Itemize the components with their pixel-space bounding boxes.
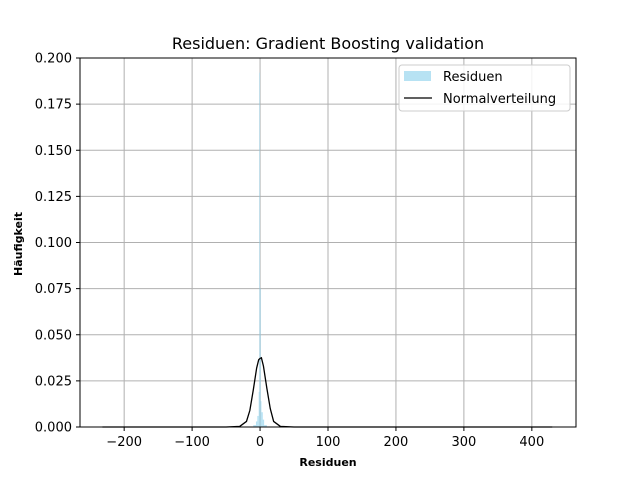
histogram-bar xyxy=(261,412,263,427)
y-tick-label: 0.175 xyxy=(35,98,72,113)
histogram-bar xyxy=(260,401,262,427)
x-tick-label: 100 xyxy=(316,435,341,450)
histogram-bar xyxy=(257,415,259,427)
histogram-bar xyxy=(253,425,256,427)
legend-box xyxy=(398,64,571,112)
y-tick-label: 0.075 xyxy=(35,282,72,297)
y-tick-label: 0.200 xyxy=(35,52,72,67)
x-tick-label: −200 xyxy=(106,435,142,450)
y-tick-label: 0.125 xyxy=(35,190,72,205)
x-tick-label: 200 xyxy=(384,435,409,450)
chart-title: Residuen: Gradient Boosting validation xyxy=(172,34,484,53)
histogram-bar xyxy=(262,419,265,427)
y-tick-label: 0.100 xyxy=(35,236,72,251)
x-tick-label: 0 xyxy=(256,435,264,450)
histogram-bar xyxy=(255,421,258,427)
normal-distribution-line xyxy=(102,356,553,428)
histogram-bar xyxy=(264,425,267,427)
x-tick-label: 300 xyxy=(451,435,476,450)
y-tick-label: 0.000 xyxy=(35,421,72,436)
y-axis-title: Häufigkeit xyxy=(12,212,25,276)
legend: Residuen Normalverteilung xyxy=(398,64,571,112)
x-tick-label: −100 xyxy=(174,435,210,450)
legend-label-normalverteilung: Normalverteilung xyxy=(443,92,556,107)
legend-label-residuen: Residuen xyxy=(443,70,503,85)
y-tick-label: 0.050 xyxy=(35,328,72,343)
grid xyxy=(80,57,576,428)
histogram-bar xyxy=(258,391,260,427)
y-axis-ticks: 0.000 0.025 0.050 0.075 0.100 0.125 0.150 0.175… xyxy=(35,52,80,436)
x-axis-ticks: −200 −100 0 100 200 300 400 xyxy=(106,427,544,450)
y-tick-label: 0.025 xyxy=(35,374,72,389)
histogram-bar xyxy=(259,72,261,427)
x-tick-label: 400 xyxy=(519,435,544,450)
y-tick-label: 0.150 xyxy=(35,144,72,159)
x-axis-title: Residuen xyxy=(299,456,356,469)
legend-swatch-residuen xyxy=(404,71,431,81)
